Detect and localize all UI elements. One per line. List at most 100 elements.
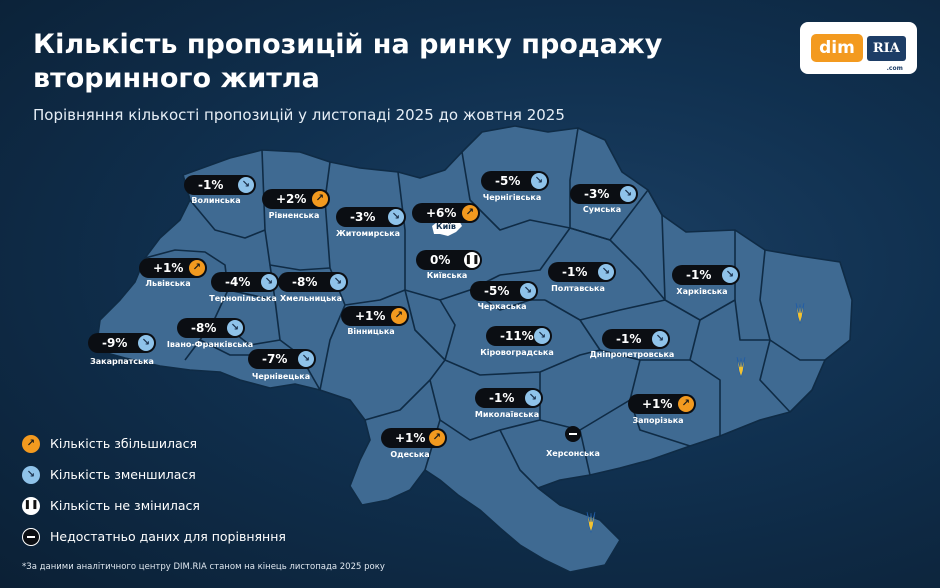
arrow-down-right-icon: ↘ — [525, 390, 541, 406]
region-name-label: Одеська — [390, 450, 430, 459]
region-name-label: Закарпатська — [90, 357, 154, 366]
region-change-badge: -1% ↘ — [548, 262, 616, 282]
arrow-down-right-icon: ↘ — [330, 274, 346, 290]
legend-label: Недостатньо даних для порівняння — [50, 529, 286, 544]
page-title: Кількість пропозицій на ринку продажу вт… — [33, 29, 663, 94]
page-subtitle: Порівняння кількості пропозицій у листоп… — [33, 106, 565, 124]
arrow-down-right-icon: ↘ — [520, 283, 536, 299]
arrow-up-right-icon: ↗ — [312, 191, 328, 207]
legend-item-na: Недостатньо даних для порівняння — [22, 521, 286, 552]
region-change-value: -4% — [225, 275, 251, 289]
arrow-down-right-icon: ↘ — [261, 274, 277, 290]
region-change-value: +1% — [395, 431, 426, 445]
minus-icon — [22, 527, 40, 546]
region-change-value: +1% — [153, 261, 184, 275]
region-change-value: -8% — [292, 275, 318, 289]
region-change-badge: 0% ❚❚ — [416, 250, 482, 270]
region-change-value: -1% — [616, 332, 642, 346]
region-change-badge: -1% ↘ — [672, 265, 740, 285]
footnote: *За даними аналітичного центру DIM.RIA с… — [22, 562, 385, 572]
map-border-zaporizh — [629, 359, 721, 447]
region-change-value: -11% — [500, 329, 534, 343]
region-change-value: -8% — [191, 321, 217, 335]
region-change-value: 0% — [430, 253, 451, 267]
region-change-badge: -5% ↘ — [470, 281, 538, 301]
region-change-badge: -9% ↘ — [88, 333, 156, 353]
arrow-down-right-icon: ↘ — [238, 177, 254, 193]
region-change-value: -1% — [562, 265, 588, 279]
region-name-label: Хмельницька — [280, 294, 342, 303]
arrow-up-right-icon: ↗ — [429, 430, 445, 446]
arrow-down-right-icon: ↘ — [722, 267, 738, 283]
pause-icon: ❚❚ — [22, 496, 40, 515]
region-change-badge: -1% ↘ — [602, 329, 670, 349]
region-change-badge: -1% ↘ — [475, 388, 543, 408]
region-change-badge: +1% ↗ — [628, 394, 696, 414]
arrow-down-right-icon: ↘ — [22, 465, 40, 484]
trident-icon-donetsk — [736, 356, 746, 378]
map-border-crimea — [537, 487, 561, 506]
logo-ria-text: RIA .com — [866, 35, 906, 72]
region-change-badge: -3% ↘ — [336, 207, 406, 227]
logo-dim-text: dim — [811, 34, 863, 62]
region-name-label: Запорізька — [632, 416, 684, 425]
region-change-badge: +1% ↗ — [341, 306, 409, 326]
region-name-label: Херсонська — [546, 449, 600, 458]
map-border-chernihiv — [461, 151, 571, 231]
region-name-label: Волинська — [191, 196, 241, 205]
region-name-label: Київ — [436, 222, 456, 231]
kyiv-city-shape — [432, 219, 462, 236]
dim-ria-logo[interactable]: dim RIA .com — [800, 22, 917, 74]
region-name-label: Київська — [426, 271, 468, 280]
region-name-label: Дніпропетровська — [589, 350, 675, 359]
region-change-value: -9% — [102, 336, 128, 350]
legend-item-increase: ↗ Кількість збільшилася — [22, 428, 286, 459]
region-change-badge: -11% ↘ — [486, 326, 552, 346]
region-name-label: Рівненська — [268, 211, 320, 220]
map-border-vinnytsia — [319, 289, 446, 391]
region-change-value: -7% — [262, 352, 288, 366]
region-name-label: Чернівецька — [251, 372, 311, 381]
region-change-value: +1% — [355, 309, 386, 323]
region-change-badge: +2% ↗ — [262, 189, 330, 209]
arrow-down-right-icon: ↘ — [534, 328, 550, 344]
pause-icon: ❚❚ — [464, 252, 480, 268]
arrow-down-right-icon: ↘ — [298, 351, 314, 367]
region-change-value: -1% — [198, 178, 224, 192]
region-name-label: Івано-Франківська — [166, 340, 254, 349]
trident-icon-luhansk — [795, 302, 805, 324]
arrow-up-right-icon: ↗ — [391, 308, 407, 324]
region-change-badge: -3% ↘ — [570, 184, 638, 204]
arrow-down-right-icon: ↘ — [598, 264, 614, 280]
arrow-down-right-icon: ↘ — [620, 186, 636, 202]
legend-label: Кількість не змінилася — [50, 498, 200, 513]
map-border-donetsk — [734, 299, 791, 413]
region-change-value: -3% — [584, 187, 610, 201]
region-name-label: Чернігівська — [482, 193, 542, 202]
map-border-kharkiv — [647, 189, 736, 321]
region-change-value: +6% — [426, 206, 457, 220]
region-change-badge: -5% ↘ — [481, 171, 549, 191]
region-name-label: Житомирська — [335, 229, 401, 238]
region-change-value: +2% — [276, 192, 307, 206]
arrow-up-right-icon: ↗ — [189, 260, 205, 276]
arrow-down-right-icon: ↘ — [388, 209, 404, 225]
region-change-badge: -7% ↘ — [248, 349, 316, 369]
region-change-value: -5% — [484, 284, 510, 298]
legend-label: Кількість збільшилася — [50, 436, 198, 451]
region-change-badge: +1% ↗ — [381, 428, 447, 448]
legend-item-decrease: ↘ Кількість зменшилася — [22, 459, 286, 490]
region-name-label: Черкаська — [477, 302, 527, 311]
region-change-value: -3% — [350, 210, 376, 224]
region-name-label: Полтавська — [551, 284, 605, 293]
region-name-label: Кіровоградська — [480, 348, 554, 357]
legend-label: Кількість зменшилася — [50, 467, 196, 482]
arrow-down-right-icon: ↘ — [531, 173, 547, 189]
trident-icon-crimea — [586, 511, 596, 533]
minus-icon — [565, 426, 581, 442]
arrow-up-right-icon: ↗ — [462, 205, 478, 221]
region-name-label: Вінницька — [347, 327, 395, 336]
region-change-value: -5% — [495, 174, 521, 188]
region-change-badge: -4% ↘ — [211, 272, 279, 292]
legend-item-same: ❚❚ Кількість не змінилася — [22, 490, 286, 521]
